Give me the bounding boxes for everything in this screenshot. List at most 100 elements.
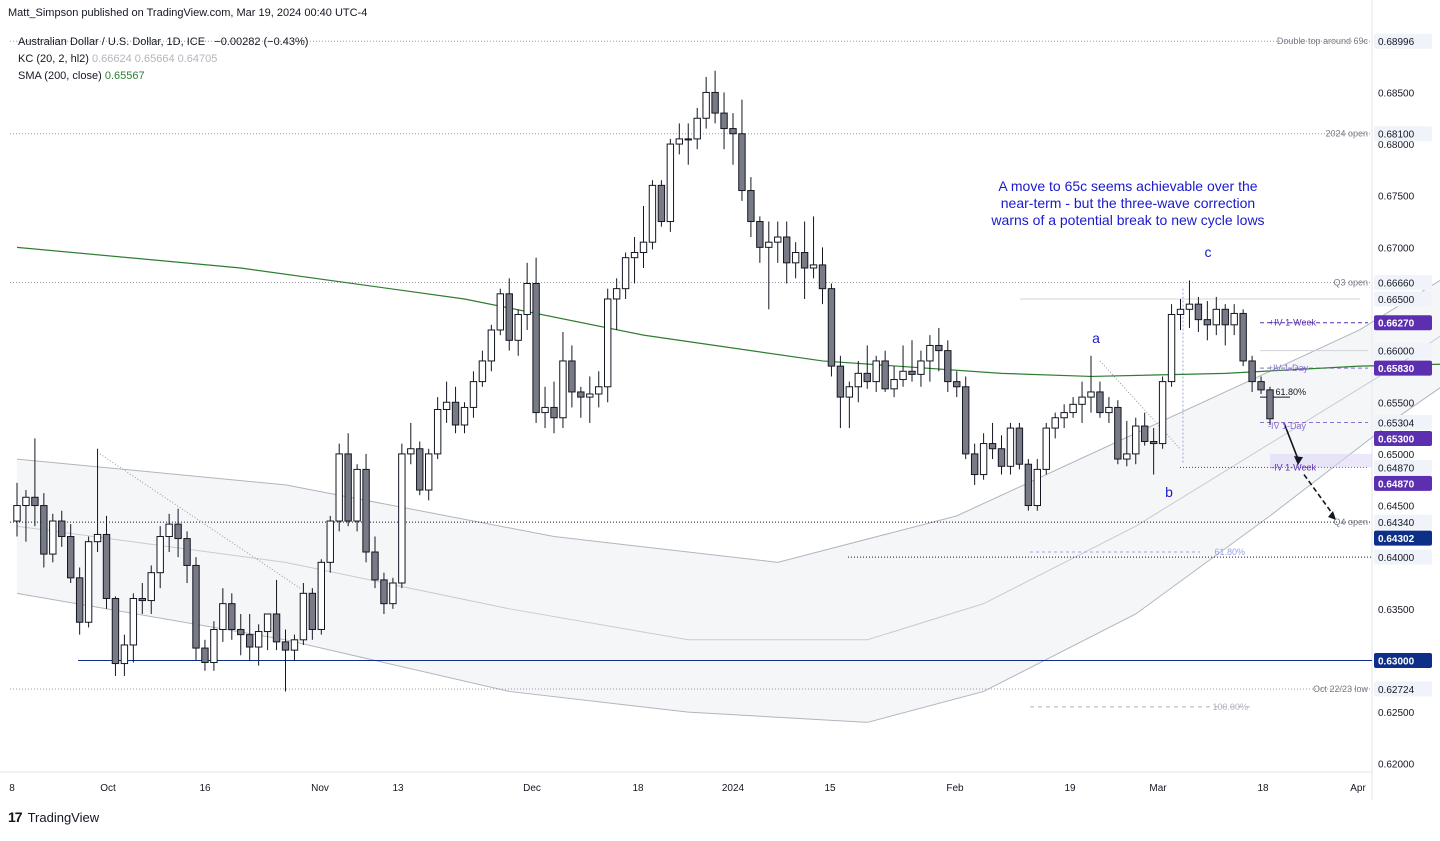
candle-body (22, 496, 30, 507)
candle-body (254, 631, 263, 648)
candle-body (657, 184, 666, 223)
candle-body (800, 252, 809, 269)
candle-body (863, 372, 871, 383)
label-iv-week-lower: -IV 1-Week (1271, 462, 1316, 472)
candle-body (210, 628, 218, 664)
candle-body (120, 644, 129, 665)
candle-body (756, 221, 764, 248)
candle-body (899, 370, 907, 381)
price-tick-label: 0.68000 (1378, 140, 1415, 151)
legend-sma-row: SMA (200, close) 0.65567 (18, 70, 145, 82)
label-fib-618-upper: 61.80% (1275, 387, 1306, 397)
time-tick-label: 19 (1064, 783, 1076, 794)
candle-body (1006, 427, 1015, 467)
projection-arrow-2 (1303, 474, 1335, 517)
time-tick-label: 18 (1257, 783, 1269, 794)
price-axis-box (1374, 652, 1432, 668)
candle-body (165, 523, 173, 538)
candle-body (532, 282, 540, 414)
candle-body (407, 448, 415, 455)
candle-body (612, 288, 621, 300)
candle-body (944, 350, 952, 383)
price-axis-box (1374, 681, 1432, 697)
price-axis-box (1374, 343, 1432, 359)
time-tick-label: Mar (1149, 783, 1167, 794)
sma-value: 0.65567 (104, 70, 145, 82)
price-tick-label: 0.63500 (1378, 605, 1415, 616)
candle-body (809, 264, 818, 269)
candle-body (1105, 406, 1113, 414)
symbol-name[interactable]: Australian Dollar / U.S. Dollar, 1D, ICE (18, 36, 206, 48)
candle-body (1015, 427, 1024, 465)
price-axis-value: 0.63000 (1378, 656, 1415, 667)
candle-body (568, 360, 576, 393)
analysis-comment-line: warns of a potential break to new cycle … (990, 212, 1264, 228)
candle-body (872, 360, 880, 383)
time-tick-label: Oct (100, 783, 116, 794)
projection-arrow-1 (1283, 422, 1299, 460)
price-tick-label: 0.67500 (1378, 192, 1415, 203)
time-tick-label: Apr (1350, 783, 1366, 794)
candle-body (353, 468, 361, 522)
price-change: −0.00282 (−0.43%) (214, 36, 309, 48)
kc-label[interactable]: KC (20, 2, hl2) (18, 53, 89, 65)
candle-body (1203, 319, 1212, 326)
price-axis-value: 0.64870 (1378, 479, 1415, 490)
candle-body (630, 252, 639, 259)
label-fib-100: 100.00% (1212, 702, 1248, 712)
candle-body (1033, 468, 1041, 507)
descending-trendline-oct (99, 453, 301, 589)
candle-body (666, 143, 675, 223)
candle-body (111, 597, 120, 665)
candle-body (818, 264, 827, 290)
candle-body (469, 381, 478, 408)
price-axis-value: 0.64340 (1378, 518, 1415, 529)
price-axis-value: 0.66270 (1378, 319, 1415, 330)
price-tick-label: 0.62500 (1378, 708, 1415, 719)
price-axis-value: 0.64000 (1378, 553, 1415, 564)
candle-body (1024, 463, 1033, 507)
analysis-comment-line: A move to 65c seems achievable over the (998, 178, 1257, 194)
keltner-lower-line (16, 387, 1440, 723)
candle-body (317, 561, 326, 630)
candle-body (639, 241, 648, 254)
candle-body (58, 520, 66, 538)
candle-body (970, 453, 979, 476)
candle-body (75, 577, 84, 623)
brand-name[interactable]: TradingView (27, 809, 100, 825)
candle-body (586, 393, 594, 398)
candle-body (720, 112, 728, 130)
price-axis-value: 0.65830 (1378, 364, 1415, 375)
price-axis-box (1374, 126, 1432, 142)
candle-body (201, 647, 209, 664)
candle-body (890, 379, 898, 390)
candle-body (478, 360, 487, 383)
candle-body (854, 372, 862, 388)
candle-body (1087, 391, 1095, 398)
candle-body (84, 541, 93, 623)
candle-body (93, 533, 102, 543)
time-tick-label: 18 (632, 783, 644, 794)
candle-body (183, 538, 191, 566)
candle-body (514, 313, 522, 341)
price-axis-value: 0.66000 (1378, 347, 1415, 358)
time-tick-label: 8 (9, 783, 15, 794)
candle-body (1230, 312, 1238, 326)
candle-body (129, 597, 138, 646)
label-q4-open: Q4 open (1333, 517, 1368, 527)
sma-label[interactable]: SMA (200, close) (18, 70, 102, 82)
projection-arrow-1-head (1294, 456, 1303, 466)
label-iv-week-upper: +IV 1-Week (1269, 318, 1317, 328)
candle-body (380, 579, 388, 605)
candle-body (335, 453, 343, 522)
candle-body (1096, 391, 1104, 414)
time-tick-label: 13 (392, 783, 404, 794)
candle-body (147, 572, 155, 602)
candle-body (997, 448, 1006, 467)
candle-body (1158, 381, 1167, 445)
candle-body (791, 252, 800, 264)
candle-body (1257, 381, 1265, 391)
price-axis-box (1374, 530, 1432, 546)
